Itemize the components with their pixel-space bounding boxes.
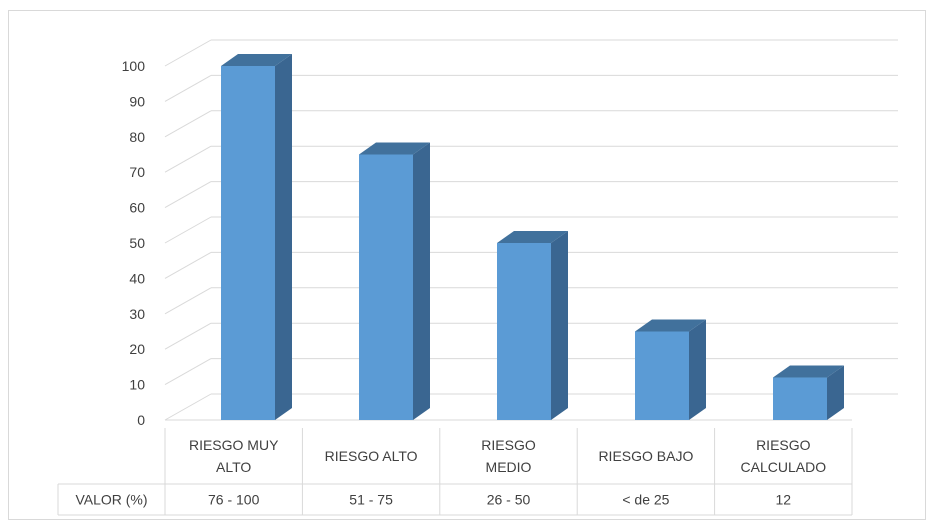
- y-tick-label: 80: [129, 129, 145, 145]
- y-tick-label: 40: [129, 270, 145, 286]
- bar: [221, 54, 292, 420]
- table-cell: < de 25: [622, 492, 669, 508]
- side-gridline: [164, 216, 212, 244]
- y-tick-label: 10: [129, 377, 145, 393]
- category-label: RIESGO BAJO: [598, 448, 693, 464]
- category-label: MEDIO: [486, 459, 532, 475]
- table-cell: 12: [776, 492, 792, 508]
- y-tick-label: 90: [129, 93, 145, 109]
- side-gridline: [164, 393, 212, 421]
- category-label: RIESGO: [756, 437, 811, 453]
- table-cell: 51 - 75: [349, 492, 393, 508]
- side-gridline: [164, 322, 212, 350]
- data-table: RIESGO MUY ALTO RIESGO ALTO RIESGO MEDIO RIES…: [57, 428, 853, 516]
- chart-frame: [8, 10, 926, 520]
- side-gridline: [164, 74, 212, 102]
- category-label: RIESGO: [481, 437, 536, 453]
- y-tick-label: 70: [129, 164, 145, 180]
- table-cell: 26 - 50: [487, 492, 531, 508]
- bars: [221, 54, 844, 420]
- y-tick-label: 100: [122, 58, 146, 74]
- side-gridline: [164, 145, 212, 173]
- y-tick-label: 60: [129, 200, 145, 216]
- bar: [497, 231, 568, 420]
- side-gridline: [164, 251, 212, 279]
- y-axis-ticks: 0 10 20 30 40 50 60 70 80 90 100: [122, 58, 146, 428]
- bar: [773, 365, 844, 420]
- side-gridline: [164, 358, 212, 386]
- bar: [359, 142, 430, 420]
- category-label: ALTO: [216, 459, 251, 475]
- y-tick-label: 30: [129, 306, 145, 322]
- table-cell: 76 - 100: [208, 492, 260, 508]
- side-gridline: [164, 287, 212, 315]
- side-gridline: [164, 110, 212, 138]
- bar: [635, 319, 706, 420]
- y-tick-label: 0: [137, 412, 145, 428]
- category-label: RIESGO ALTO: [325, 448, 418, 464]
- side-gridline: [164, 39, 212, 67]
- table-row-label: VALOR (%): [75, 492, 147, 508]
- side-gridline: [164, 181, 212, 209]
- y-tick-label: 50: [129, 235, 145, 251]
- category-label: RIESGO MUY: [189, 437, 279, 453]
- grid-layer: [164, 39, 898, 421]
- y-tick-label: 20: [129, 341, 145, 357]
- category-label: CALCULADO: [741, 459, 827, 475]
